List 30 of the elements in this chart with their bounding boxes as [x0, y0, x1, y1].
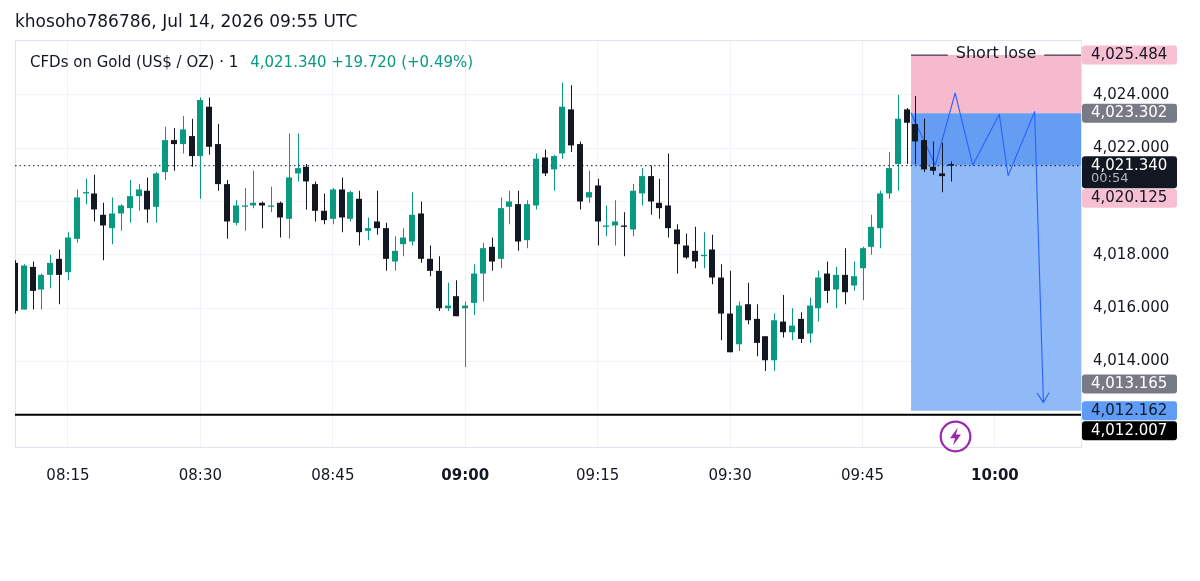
candlestick	[242, 188, 248, 231]
text: khosoho786786, Jul 14, 2026 09:55 UTC	[15, 10, 358, 32]
y-tick-label: 4,016.000	[1093, 298, 1170, 317]
candlestick	[295, 133, 301, 182]
candlestick	[621, 212, 627, 257]
x-tick-label: 08:15	[46, 465, 90, 484]
x-tick-label: 08:30	[178, 465, 223, 484]
x-tick-label: 10:00	[971, 465, 1019, 484]
y2-tick-label: 4,023.302	[1091, 103, 1168, 122]
text: CFDs on Gold (US$ / OZ) · 1	[30, 52, 239, 72]
y2-tick-label: 4,020.125	[1091, 188, 1168, 207]
text: 4,021.340 +19.720 (+0.49%)	[250, 52, 474, 72]
y2-tick-label: 4,012.162	[1091, 400, 1168, 419]
x-tick-label: 09:00	[441, 465, 490, 484]
ref-line-label: 4,012.007	[1091, 420, 1168, 439]
x-tick-label: 09:45	[840, 465, 885, 484]
candlestick	[612, 200, 618, 246]
y-tick-label: 4,018.000	[1093, 244, 1170, 263]
y2-tick-label: 4,025.484	[1091, 45, 1168, 63]
y2-tick-label: 4,013.165	[1091, 373, 1168, 392]
candlestick	[268, 186, 274, 213]
x-tick-label: 08:45	[311, 465, 355, 484]
y-tick-label: 4,022.000	[1093, 137, 1170, 156]
ref-line-label: 4,021.340 00:54	[1091, 155, 1168, 186]
y-tick-label: 4,014.000	[1093, 351, 1170, 370]
band-label: Short lose	[955, 43, 1037, 63]
x-tick-label: 09:15	[576, 465, 620, 484]
candlestick	[603, 205, 609, 237]
x-tick-label: 09:30	[708, 465, 752, 484]
y-tick-label: 4,024.000	[1093, 84, 1170, 103]
